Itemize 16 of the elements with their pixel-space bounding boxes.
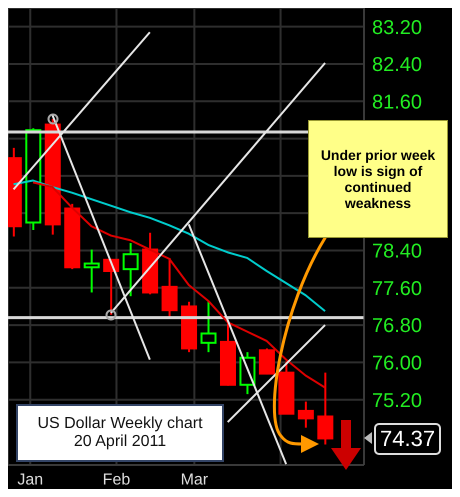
- x-tick-label: Mar: [180, 471, 209, 488]
- x-tick-label: Feb: [102, 471, 130, 488]
- y-tick-label: 77.60: [372, 278, 422, 300]
- y-tick-label: 76.80: [372, 315, 422, 338]
- y-tick-label: 76.00: [372, 352, 422, 375]
- y-tick-label: 81.60: [372, 91, 422, 114]
- y-tick-label: 83.20: [372, 16, 422, 39]
- annotation: US Dollar Weekly chart 20 April 2011: [37, 415, 203, 450]
- y-tick-label: 78.40: [372, 240, 422, 263]
- annotation: 74.37: [380, 426, 436, 452]
- y-tick-label: 82.40: [372, 54, 422, 76]
- y-tick-label: 75.20: [372, 390, 422, 412]
- x-tick-label: Jan: [17, 471, 44, 488]
- callout-box: Under prior week low is sign of continued weakness: [308, 120, 448, 238]
- caption-box: US Dollar Weekly chart 20 April 2011: [16, 404, 224, 462]
- annotation: Under prior week low is sign of continued weakness: [320, 147, 436, 211]
